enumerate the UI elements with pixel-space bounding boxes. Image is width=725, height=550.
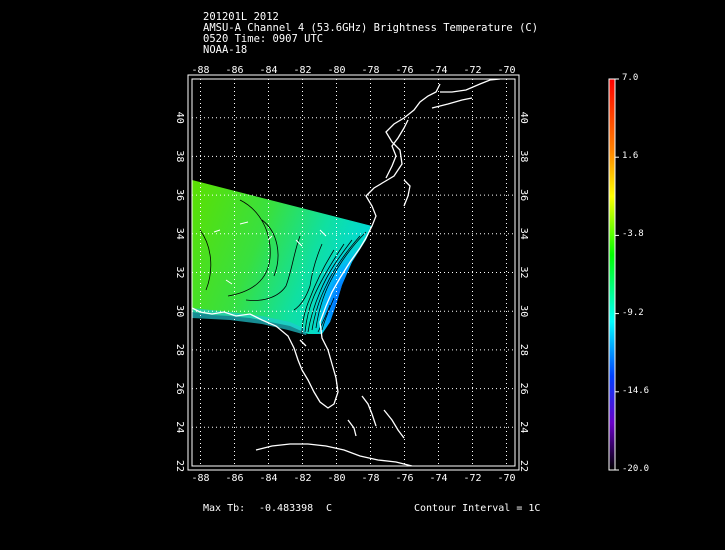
contour-interval: Contour Interval = 1C bbox=[414, 503, 541, 514]
lat-tick-label-left: 40 bbox=[174, 112, 185, 124]
lat-tick-label-left: 26 bbox=[174, 383, 185, 395]
lon-tick-label-top: -74 bbox=[429, 65, 447, 76]
colorbar-label-3: -9.2 bbox=[622, 308, 644, 318]
lon-tick-label-bottom: -84 bbox=[259, 473, 277, 484]
inland-water bbox=[213, 221, 327, 285]
coastline-gulf-coast bbox=[192, 83, 441, 409]
lon-tick-label-top: -70 bbox=[497, 65, 515, 76]
lon-tick-label-bottom: -70 bbox=[497, 473, 515, 484]
lat-tick-label-left: 22 bbox=[174, 460, 185, 472]
lon-tick-label-top: -86 bbox=[225, 65, 243, 76]
lon-labels-top: -88 -86 -84 -82 -80 -78 -76 -74 -72 -70 bbox=[191, 65, 515, 76]
coastline-bahamas-3 bbox=[347, 419, 357, 437]
lon-tick-label-top: -72 bbox=[463, 65, 481, 76]
lon-tick-label-top: -82 bbox=[293, 65, 311, 76]
max-tb-value: -0.483398 bbox=[259, 503, 314, 514]
colorbar-label-2: -3.8 bbox=[622, 229, 644, 239]
lon-tick-label-bottom: -82 bbox=[293, 473, 311, 484]
lat-tick-label-left: 38 bbox=[174, 150, 185, 162]
lat-tick-label-right: 28 bbox=[518, 344, 529, 356]
colorbar-ticks bbox=[615, 78, 619, 471]
title-line-storm: 201201L 2012 bbox=[203, 11, 279, 23]
lon-tick-label-bottom: -74 bbox=[429, 473, 447, 484]
lat-tick-label-left: 24 bbox=[174, 421, 185, 433]
max-tb-label: Max Tb: bbox=[203, 503, 246, 514]
lat-tick-label-right: 30 bbox=[518, 305, 529, 317]
lon-tick-label-bottom: -76 bbox=[395, 473, 413, 484]
southern-edge-band bbox=[192, 308, 308, 335]
title-line-satellite: NOAA-18 bbox=[203, 44, 248, 56]
lat-tick-label-left: 36 bbox=[174, 189, 185, 201]
lon-tick-label-top: -88 bbox=[191, 65, 209, 76]
lon-tick-label-top: -80 bbox=[327, 65, 345, 76]
lat-tick-label-right: 26 bbox=[518, 383, 529, 395]
lon-labels-bottom: -88 -86 -84 -82 -80 -78 -76 -74 -72 -70 bbox=[191, 473, 515, 484]
lon-tick-label-top: -78 bbox=[361, 65, 379, 76]
colorbar-label-min: -20.0 bbox=[622, 464, 650, 474]
lat-tick-label-left: 28 bbox=[174, 344, 185, 356]
lat-tick-label-left: 30 bbox=[174, 305, 185, 317]
lat-tick-label-right: 38 bbox=[518, 150, 529, 162]
colorbar-label-max: 7.0 bbox=[622, 73, 639, 83]
lat-tick-label-left: 32 bbox=[174, 266, 185, 278]
coastline-chesapeake bbox=[385, 119, 409, 179]
max-tb-unit: C bbox=[326, 503, 333, 514]
lat-tick-label-right: 40 bbox=[518, 112, 529, 124]
coastline-outer-banks bbox=[403, 179, 411, 207]
frame-inner bbox=[191, 78, 516, 467]
coastline-bahamas-2 bbox=[383, 409, 405, 439]
coastline-new-england bbox=[440, 79, 501, 93]
lat-tick-label-left: 34 bbox=[174, 228, 185, 240]
lon-tick-label-bottom: -80 bbox=[327, 473, 345, 484]
colorbar bbox=[608, 78, 616, 471]
lon-tick-label-top: -84 bbox=[259, 65, 277, 76]
lat-tick-label-right: 34 bbox=[518, 228, 529, 240]
lat-tick-label-right: 32 bbox=[518, 266, 529, 278]
lon-tick-label-bottom: -88 bbox=[191, 473, 209, 484]
coastline-bahamas-1 bbox=[361, 395, 377, 427]
lat-tick-label-right: 36 bbox=[518, 189, 529, 201]
lon-tick-label-bottom: -72 bbox=[463, 473, 481, 484]
frame-outer bbox=[187, 74, 520, 471]
swath-layer bbox=[192, 180, 372, 335]
title-line-time: 0520 Time: 0907 UTC bbox=[203, 33, 324, 45]
colorbar-label-1: 1.6 bbox=[622, 151, 639, 161]
lat-tick-label-right: 24 bbox=[518, 421, 529, 433]
lat-tick-label-right: 22 bbox=[518, 460, 529, 472]
coastline-long-island bbox=[431, 97, 473, 109]
lon-tick-label-top: -76 bbox=[395, 65, 413, 76]
graticule bbox=[192, 79, 515, 467]
colorbar-label-4: -14.6 bbox=[622, 386, 650, 396]
coastline-layer bbox=[192, 79, 501, 466]
coastline-cuba bbox=[255, 443, 413, 466]
lon-tick-label-bottom: -86 bbox=[225, 473, 243, 484]
title-line-instrument: AMSU-A Channel 4 (53.6GHz) Brightness Te… bbox=[203, 22, 539, 34]
contour-lines bbox=[199, 199, 367, 335]
lat-labels-right: 22 24 26 28 30 32 34 36 38 40 bbox=[518, 112, 529, 472]
coastline-gulf-islands bbox=[299, 339, 307, 347]
lat-labels-left: 22 24 26 28 30 32 34 36 38 40 bbox=[174, 112, 185, 472]
map-frame bbox=[187, 74, 520, 471]
lon-tick-label-bottom: -78 bbox=[361, 473, 379, 484]
